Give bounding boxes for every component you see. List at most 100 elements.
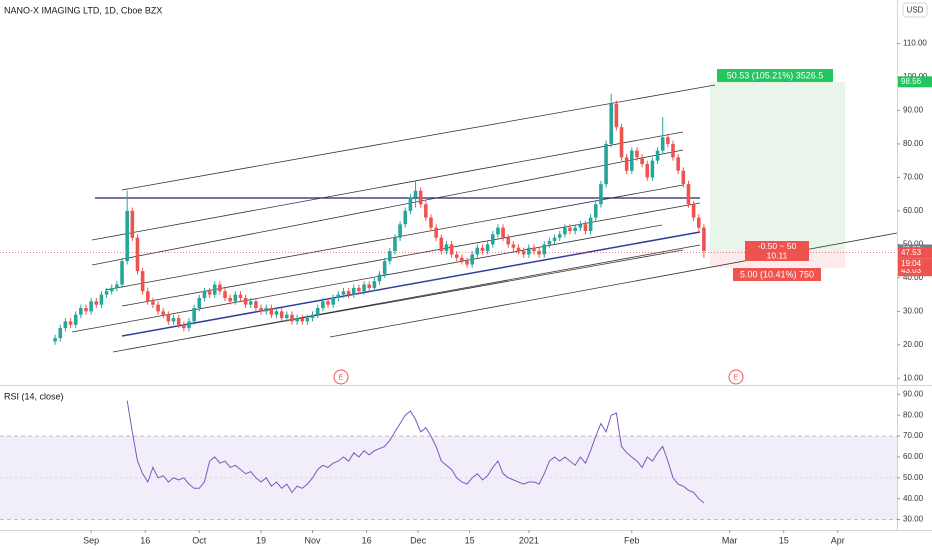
candle-body: [593, 204, 598, 218]
candle-body: [125, 210, 129, 262]
candle-body: [408, 197, 413, 211]
event-label: E: [734, 374, 739, 381]
candle-body: [449, 244, 454, 255]
candle-body: [243, 297, 248, 305]
candle-body: [53, 338, 57, 342]
channel-line: [91, 149, 684, 266]
candle-body: [115, 284, 119, 288]
candle-body: [470, 254, 474, 265]
candle-body: [295, 318, 299, 322]
x-tick-label: 19: [256, 535, 266, 545]
candle-body: [182, 324, 186, 329]
candle-body: [599, 184, 603, 205]
candle-body: [460, 257, 464, 262]
candle-body: [676, 157, 680, 171]
candle-body: [351, 287, 356, 295]
y-tick-label: 40.00: [903, 494, 924, 503]
candle-body: [228, 297, 232, 302]
candle-body: [326, 301, 330, 305]
candle-body: [212, 284, 217, 295]
candle-body: [197, 297, 202, 308]
candle-body: [480, 247, 485, 252]
candle-body: [84, 308, 88, 312]
candle-body: [640, 157, 644, 165]
y-tick-label: 60.00: [903, 452, 924, 461]
candle-body: [233, 294, 238, 302]
annotation: 50.53 (105.21%) 3526.5: [727, 70, 824, 80]
candle-body: [156, 304, 160, 312]
candle-body: [238, 294, 243, 298]
price-tag-label: 47.53: [901, 248, 922, 257]
annotation: 5.00 (10.41%) 750: [740, 269, 814, 279]
candle-body: [696, 217, 701, 228]
chart-title: NANO-X IMAGING LTD, 1D, Cboe BZX: [4, 5, 162, 15]
candle-body: [68, 321, 73, 325]
candle-body: [434, 227, 438, 238]
countdown-tag: [898, 258, 932, 270]
annotation-box: [745, 241, 809, 261]
candle-body: [573, 227, 577, 231]
event-label: E: [339, 374, 344, 381]
candle-body: [691, 204, 696, 218]
y-tick-label: 50.00: [903, 473, 924, 482]
candle-body: [686, 184, 691, 205]
candle-body: [346, 291, 351, 295]
candle-body: [527, 247, 531, 255]
y-tick-label: 10.00: [903, 373, 924, 382]
candle-body: [619, 127, 624, 158]
candle-body: [660, 137, 665, 151]
channel-line: [104, 184, 684, 291]
y-tick-label: 110.00: [903, 39, 927, 48]
candle-body: [264, 308, 269, 312]
candle-body: [454, 254, 459, 258]
candle-body: [506, 237, 511, 245]
currency-box[interactable]: [902, 2, 928, 18]
annotation-box: [717, 69, 833, 82]
candle-body: [702, 227, 706, 252]
candle-body: [671, 143, 675, 158]
candle-body: [490, 234, 495, 245]
candle-body: [166, 314, 171, 322]
candle-body: [557, 234, 562, 238]
candle-body: [202, 291, 207, 298]
candle-body: [120, 261, 124, 285]
candle-body: [547, 241, 552, 245]
candle-body: [58, 328, 63, 339]
candle-body: [331, 297, 335, 305]
candle-body: [79, 308, 83, 315]
candle-body: [630, 150, 634, 171]
candle-body: [151, 301, 155, 305]
candle-body: [444, 244, 449, 252]
currency: USD: [907, 6, 924, 15]
y-tick-label: 20.00: [903, 340, 924, 349]
candle-body: [140, 271, 145, 292]
candle-body: [89, 301, 93, 312]
price-tag-label: 43.03: [901, 266, 922, 275]
event-marker: [333, 369, 349, 385]
x-tick-label: Nov: [305, 535, 322, 545]
candle-body: [537, 251, 541, 255]
price-tag: [898, 247, 932, 259]
rsi-title: RSI (14, close): [4, 391, 64, 401]
candle-body: [666, 137, 670, 144]
y-tick-label: 90.00: [903, 106, 924, 115]
candle-body: [583, 224, 588, 231]
candle-body: [367, 284, 372, 288]
candle-body: [382, 261, 387, 275]
candle-body: [279, 311, 284, 319]
candle-body: [413, 190, 418, 198]
y-tick-label: 30.00: [903, 515, 924, 524]
price-tag-label: 98.56: [901, 77, 922, 86]
x-tick-label: Sep: [83, 535, 99, 545]
price-tag: [898, 265, 932, 277]
countdown: 19:04: [901, 259, 922, 268]
candle-body: [465, 261, 469, 265]
candle-body: [624, 157, 629, 171]
candle-body: [223, 291, 227, 298]
candle-body: [568, 227, 572, 231]
candle-body: [259, 308, 263, 312]
candle-body: [532, 247, 536, 252]
candle-body: [681, 170, 686, 185]
candle-body: [475, 247, 480, 255]
